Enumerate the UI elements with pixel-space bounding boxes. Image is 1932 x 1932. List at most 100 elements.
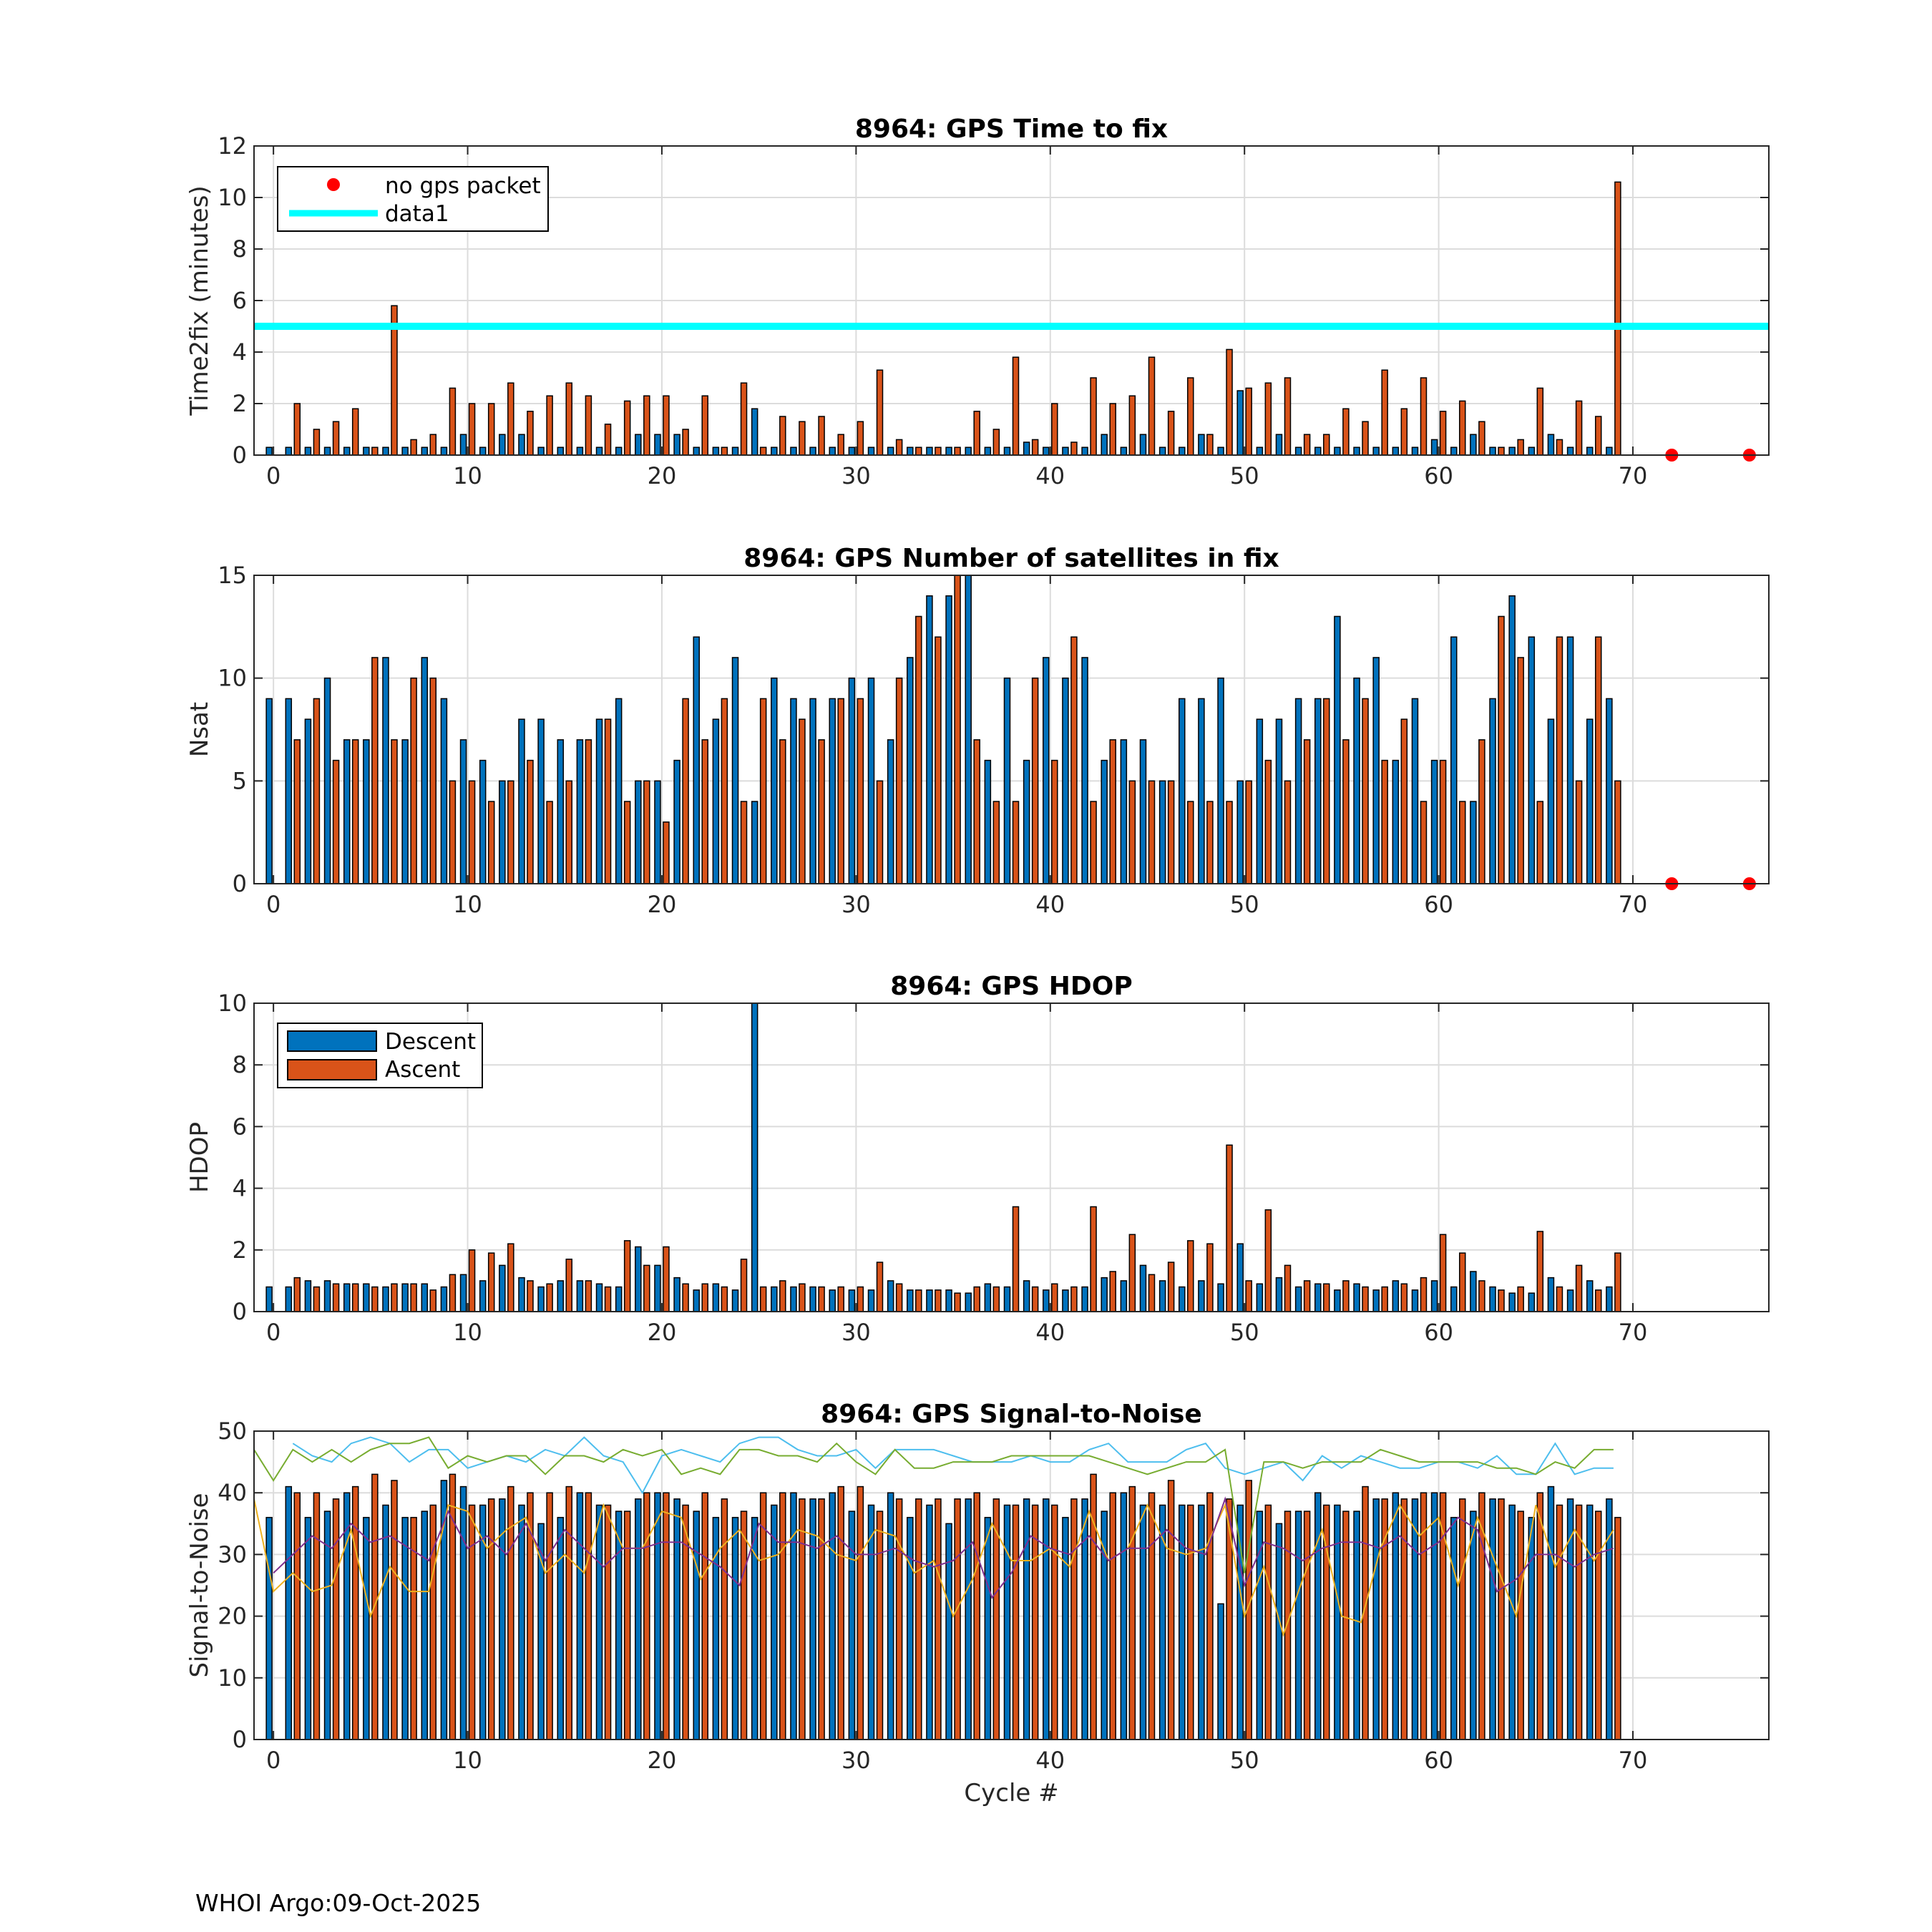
panel3-bar-ascent <box>623 1240 631 1312</box>
panel3-bar-descent <box>867 1289 875 1312</box>
panel1-bar-ascent <box>1342 408 1350 456</box>
panel1-bar-descent <box>1023 441 1030 456</box>
panel2-bar-descent <box>537 718 545 884</box>
panel1-bar-descent <box>867 447 875 456</box>
panel2-xtick-label: 30 <box>841 891 871 918</box>
panel1-xtick-label: 70 <box>1619 462 1648 489</box>
panel3-axes-box <box>253 1002 1770 1312</box>
panel2-bar-ascent <box>857 698 864 884</box>
panel2-ytick-label: 5 <box>233 767 247 794</box>
panel3-bar-ascent <box>1594 1289 1602 1312</box>
panel3-bar-descent <box>731 1289 739 1312</box>
panel2-bar-ascent <box>799 718 806 884</box>
panel4-ytick-label: 50 <box>218 1418 247 1445</box>
panel3-bar-descent <box>304 1280 312 1312</box>
panel1-bar-ascent <box>1012 356 1020 456</box>
panel1-bar-descent <box>693 447 700 456</box>
panel4-bar-descent <box>1139 1504 1147 1740</box>
panel3-bar-descent <box>382 1286 389 1312</box>
panel2-bar-ascent <box>1420 801 1428 884</box>
panel2-bar-ascent <box>1284 780 1292 884</box>
panel1-ytick-label: 2 <box>233 390 247 417</box>
panel2-bar-descent <box>499 780 506 884</box>
panel4-bar-ascent <box>857 1485 864 1740</box>
panel3-bar-ascent <box>954 1292 961 1312</box>
panel2-bar-descent <box>945 595 952 884</box>
panel3-ytick-label: 0 <box>233 1298 247 1325</box>
panel3-ylabel: HDOP <box>185 1122 214 1193</box>
panel1-bar-ascent <box>721 447 728 456</box>
panel1-bar-ascent <box>1458 400 1466 456</box>
panel3-bar-ascent <box>585 1280 592 1312</box>
panel1-bar-descent <box>945 447 952 456</box>
panel3-bar-ascent <box>1187 1240 1194 1312</box>
panel3-bar-descent <box>1081 1286 1088 1312</box>
panel3-bar-ascent <box>1148 1274 1156 1312</box>
panel4-bar-descent <box>1023 1498 1030 1740</box>
panel1-ytick-label: 0 <box>233 441 247 469</box>
panel1-bar-ascent <box>915 447 922 456</box>
panel3-bar-ascent <box>759 1286 767 1312</box>
panel4-ytick-label: 30 <box>218 1541 247 1568</box>
panel3-xtick-label: 60 <box>1424 1319 1453 1346</box>
panel3-bar-ascent <box>449 1274 457 1312</box>
panel1-bar-descent <box>1450 447 1458 456</box>
panel2-bar-descent <box>1158 780 1166 884</box>
panel3-bar-ascent <box>1381 1286 1388 1312</box>
panel4-bar-descent <box>1314 1492 1322 1740</box>
panel1-bar-descent <box>1334 447 1341 456</box>
panel3-bar-ascent <box>313 1286 321 1312</box>
panel3-bar-ascent <box>1556 1286 1563 1312</box>
panel1-bar-descent <box>926 447 933 456</box>
panel1-ytick-label: 10 <box>218 184 247 211</box>
panel2-bar-descent <box>1101 759 1108 884</box>
panel1-bar-ascent <box>468 403 476 456</box>
panel3-bar-ascent <box>1439 1234 1447 1312</box>
panel3-bar-ascent <box>1498 1289 1505 1312</box>
panel4-ytick-label: 10 <box>218 1664 247 1692</box>
panel4-bar-descent <box>984 1516 992 1740</box>
panel2-bar-descent <box>1294 698 1302 884</box>
panel2-bar-ascent <box>293 739 301 884</box>
panel4-bar-descent <box>1198 1504 1205 1740</box>
panel3-bar-ascent <box>818 1286 825 1312</box>
panel3-bar-descent <box>984 1283 992 1312</box>
panel1-bar-descent <box>323 447 331 456</box>
panel2-bar-descent <box>1217 677 1224 884</box>
panel2-bar-ascent <box>1400 718 1408 884</box>
panel3-bar-ascent <box>1284 1264 1292 1312</box>
panel2-bar-ascent <box>1458 801 1466 884</box>
panel2-bar-descent <box>751 801 758 884</box>
panel4-bar-ascent <box>487 1498 495 1740</box>
panel2-bar-ascent <box>701 739 708 884</box>
panel1-bar-ascent <box>1109 403 1116 456</box>
panel1-bar-descent <box>1043 447 1050 456</box>
panel3-bar-descent <box>712 1283 720 1312</box>
panel2-bar-descent <box>1547 718 1555 884</box>
panel2-bar-ascent <box>546 801 553 884</box>
panel2-bar-descent <box>712 718 720 884</box>
panel4-bar-ascent <box>1109 1492 1116 1740</box>
panel3-bar-ascent <box>391 1283 398 1312</box>
panel4-bar-ascent <box>507 1485 514 1740</box>
panel1-bar-descent <box>1275 434 1283 456</box>
panel1-bar-ascent <box>351 408 359 456</box>
panel3-ytick-label: 8 <box>233 1051 247 1078</box>
panel3-xtick-label: 30 <box>841 1319 871 1346</box>
panel4-line-snr_mean_purple <box>273 1496 1614 1599</box>
panel4-ytick-label: 0 <box>233 1726 247 1753</box>
panel2-xtick-label: 10 <box>453 891 482 918</box>
panel3-title: 8964: GPS HDOP <box>890 972 1133 1001</box>
panel4-xtick-label: 50 <box>1230 1747 1259 1774</box>
panel2-bar-descent <box>1062 677 1069 884</box>
panel4-bar-descent <box>1334 1504 1341 1740</box>
panel2-ylabel: Nsat <box>185 702 214 757</box>
panel4-bar-ascent <box>973 1492 980 1740</box>
panel3-bar-ascent <box>1051 1283 1058 1312</box>
panel2-bar-ascent <box>1614 780 1621 884</box>
panel2-bar-ascent <box>682 698 689 884</box>
panel1-bar-ascent <box>565 382 573 456</box>
panel2-bar-descent <box>926 595 933 884</box>
panel4-bar-ascent <box>1012 1504 1020 1740</box>
panel2-bar-descent <box>1314 698 1322 884</box>
